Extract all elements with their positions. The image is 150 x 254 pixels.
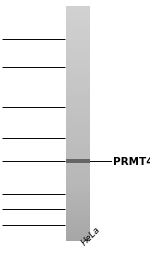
Text: 35: 35 [0,103,1,113]
Text: HeLa: HeLa [80,224,103,246]
Text: 20: 20 [0,35,1,44]
Text: 63: 63 [0,157,1,166]
Text: 48: 48 [0,134,1,143]
Text: 25: 25 [0,63,1,72]
Text: 75: 75 [0,190,1,199]
Bar [66,160,90,163]
Text: PRMT4: PRMT4 [112,156,150,166]
Text: 135: 135 [0,220,1,229]
Text: 100: 100 [0,205,1,214]
